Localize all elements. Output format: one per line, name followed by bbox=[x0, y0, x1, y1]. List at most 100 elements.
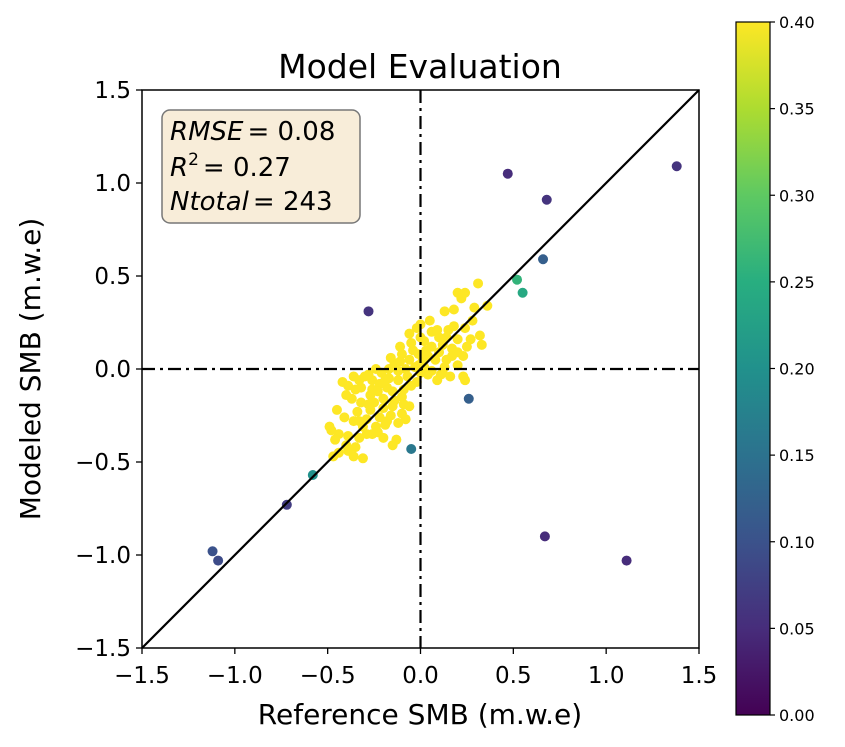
y-tick-label: −1.5 bbox=[75, 636, 131, 662]
data-point bbox=[363, 306, 374, 317]
data-point bbox=[343, 380, 354, 391]
colorbar-gradient bbox=[735, 21, 771, 716]
data-point bbox=[348, 451, 359, 462]
colorbar-tick-label: 0.30 bbox=[779, 186, 815, 205]
data-point bbox=[448, 321, 459, 332]
data-point bbox=[424, 315, 435, 326]
data-point bbox=[473, 278, 484, 289]
data-point bbox=[361, 429, 372, 440]
colorbar-tick-label: 0.15 bbox=[779, 446, 815, 465]
data-point bbox=[404, 401, 415, 412]
data-point bbox=[435, 369, 446, 380]
y-axis-label: Modeled SMB (m.w.e) bbox=[14, 218, 47, 521]
data-point bbox=[411, 377, 422, 388]
data-point bbox=[452, 334, 463, 345]
ntotal-label: Ntotal bbox=[170, 187, 250, 217]
data-point bbox=[350, 442, 361, 453]
data-point bbox=[422, 369, 433, 380]
data-point bbox=[465, 334, 476, 345]
colorbar-tick-label: 0.35 bbox=[779, 100, 815, 119]
data-point bbox=[363, 369, 374, 380]
data-point bbox=[408, 345, 419, 356]
data-point bbox=[621, 555, 632, 566]
y-axis-ticks: −1.5 −1.0 −0.5 0.0 0.5 1.0 1.5 bbox=[75, 78, 142, 662]
data-point bbox=[352, 406, 363, 417]
x-axis-ticks: −1.5 −1.0 −0.5 0.0 0.5 1.0 1.5 bbox=[114, 648, 717, 689]
y-tick-label: 0.0 bbox=[94, 357, 131, 383]
data-point bbox=[476, 339, 487, 350]
data-point bbox=[448, 304, 459, 315]
data-point bbox=[341, 390, 352, 401]
data-point bbox=[393, 417, 404, 428]
data-point bbox=[393, 375, 404, 386]
data-point bbox=[400, 414, 411, 425]
data-point bbox=[452, 347, 463, 358]
data-point bbox=[370, 364, 381, 374]
data-point bbox=[415, 332, 426, 343]
data-point bbox=[324, 421, 335, 432]
data-point bbox=[426, 341, 437, 352]
stats-box-frame bbox=[161, 109, 361, 224]
data-point bbox=[411, 323, 422, 334]
data-point bbox=[538, 254, 549, 265]
data-point bbox=[461, 341, 472, 352]
data-point bbox=[378, 393, 389, 404]
x-tick-label: 1.5 bbox=[681, 663, 718, 689]
colorbar-tick-label: 0.20 bbox=[779, 360, 815, 379]
colorbar-ticks: 0.00 0.05 0.10 0.15 0.20 0.25 0.30 0.35 0.40 bbox=[770, 13, 815, 725]
data-point bbox=[380, 375, 391, 386]
data-point bbox=[281, 499, 292, 510]
data-point bbox=[354, 432, 365, 443]
data-point bbox=[460, 287, 471, 298]
data-point bbox=[395, 356, 406, 367]
data-point bbox=[307, 470, 318, 481]
data-point bbox=[463, 393, 474, 404]
x-axis-label: Reference SMB (m.w.e) bbox=[258, 698, 582, 731]
r2-superscript: 2 bbox=[188, 150, 199, 170]
colorbar-tick-label: 0.00 bbox=[779, 706, 815, 725]
x-tick-label: 0.0 bbox=[402, 663, 439, 689]
data-point bbox=[437, 339, 448, 350]
data-point bbox=[502, 168, 513, 179]
data-point bbox=[434, 347, 445, 358]
data-point bbox=[439, 306, 450, 317]
data-point bbox=[387, 401, 398, 412]
rmse-label: RMSE bbox=[170, 117, 244, 147]
rmse-text: RMSE = 0.08 bbox=[170, 117, 335, 147]
data-point bbox=[363, 399, 374, 410]
stats-box: RMSE = 0.08 R2 = 0.27 Ntotal = 243 bbox=[161, 109, 361, 224]
data-point bbox=[365, 390, 376, 401]
data-point bbox=[541, 194, 552, 205]
rmse-value: = 0.08 bbox=[247, 117, 335, 147]
data-point bbox=[378, 403, 389, 414]
data-point bbox=[539, 531, 550, 542]
ntotal-value: = 243 bbox=[253, 187, 333, 217]
data-point bbox=[452, 360, 463, 371]
y-tick-label: −0.5 bbox=[75, 450, 131, 476]
data-point bbox=[406, 443, 417, 454]
y-tick-label: −1.0 bbox=[75, 543, 131, 569]
x-tick-label: 0.5 bbox=[495, 663, 532, 689]
y-tick-label: 1.5 bbox=[94, 78, 131, 104]
x-tick-label: −0.5 bbox=[300, 663, 356, 689]
data-point bbox=[404, 354, 415, 365]
data-point bbox=[385, 352, 396, 363]
data-point bbox=[331, 404, 342, 415]
data-point bbox=[382, 416, 393, 427]
data-point bbox=[357, 453, 368, 464]
reference-lines bbox=[141, 89, 700, 649]
data-point bbox=[474, 330, 485, 341]
r2-value: = 0.27 bbox=[203, 153, 291, 183]
ntotal-text: Ntotal = 243 bbox=[170, 187, 333, 217]
data-point bbox=[330, 434, 341, 445]
data-point bbox=[339, 412, 350, 423]
data-point bbox=[469, 302, 480, 313]
colorbar-tick-label: 0.05 bbox=[779, 619, 815, 638]
r2-label: R bbox=[170, 153, 188, 183]
y-tick-label: 1.0 bbox=[94, 171, 131, 197]
colorbar-tick-label: 0.10 bbox=[779, 533, 815, 552]
data-point bbox=[393, 365, 404, 376]
data-point bbox=[445, 371, 456, 382]
data-point bbox=[404, 328, 415, 339]
